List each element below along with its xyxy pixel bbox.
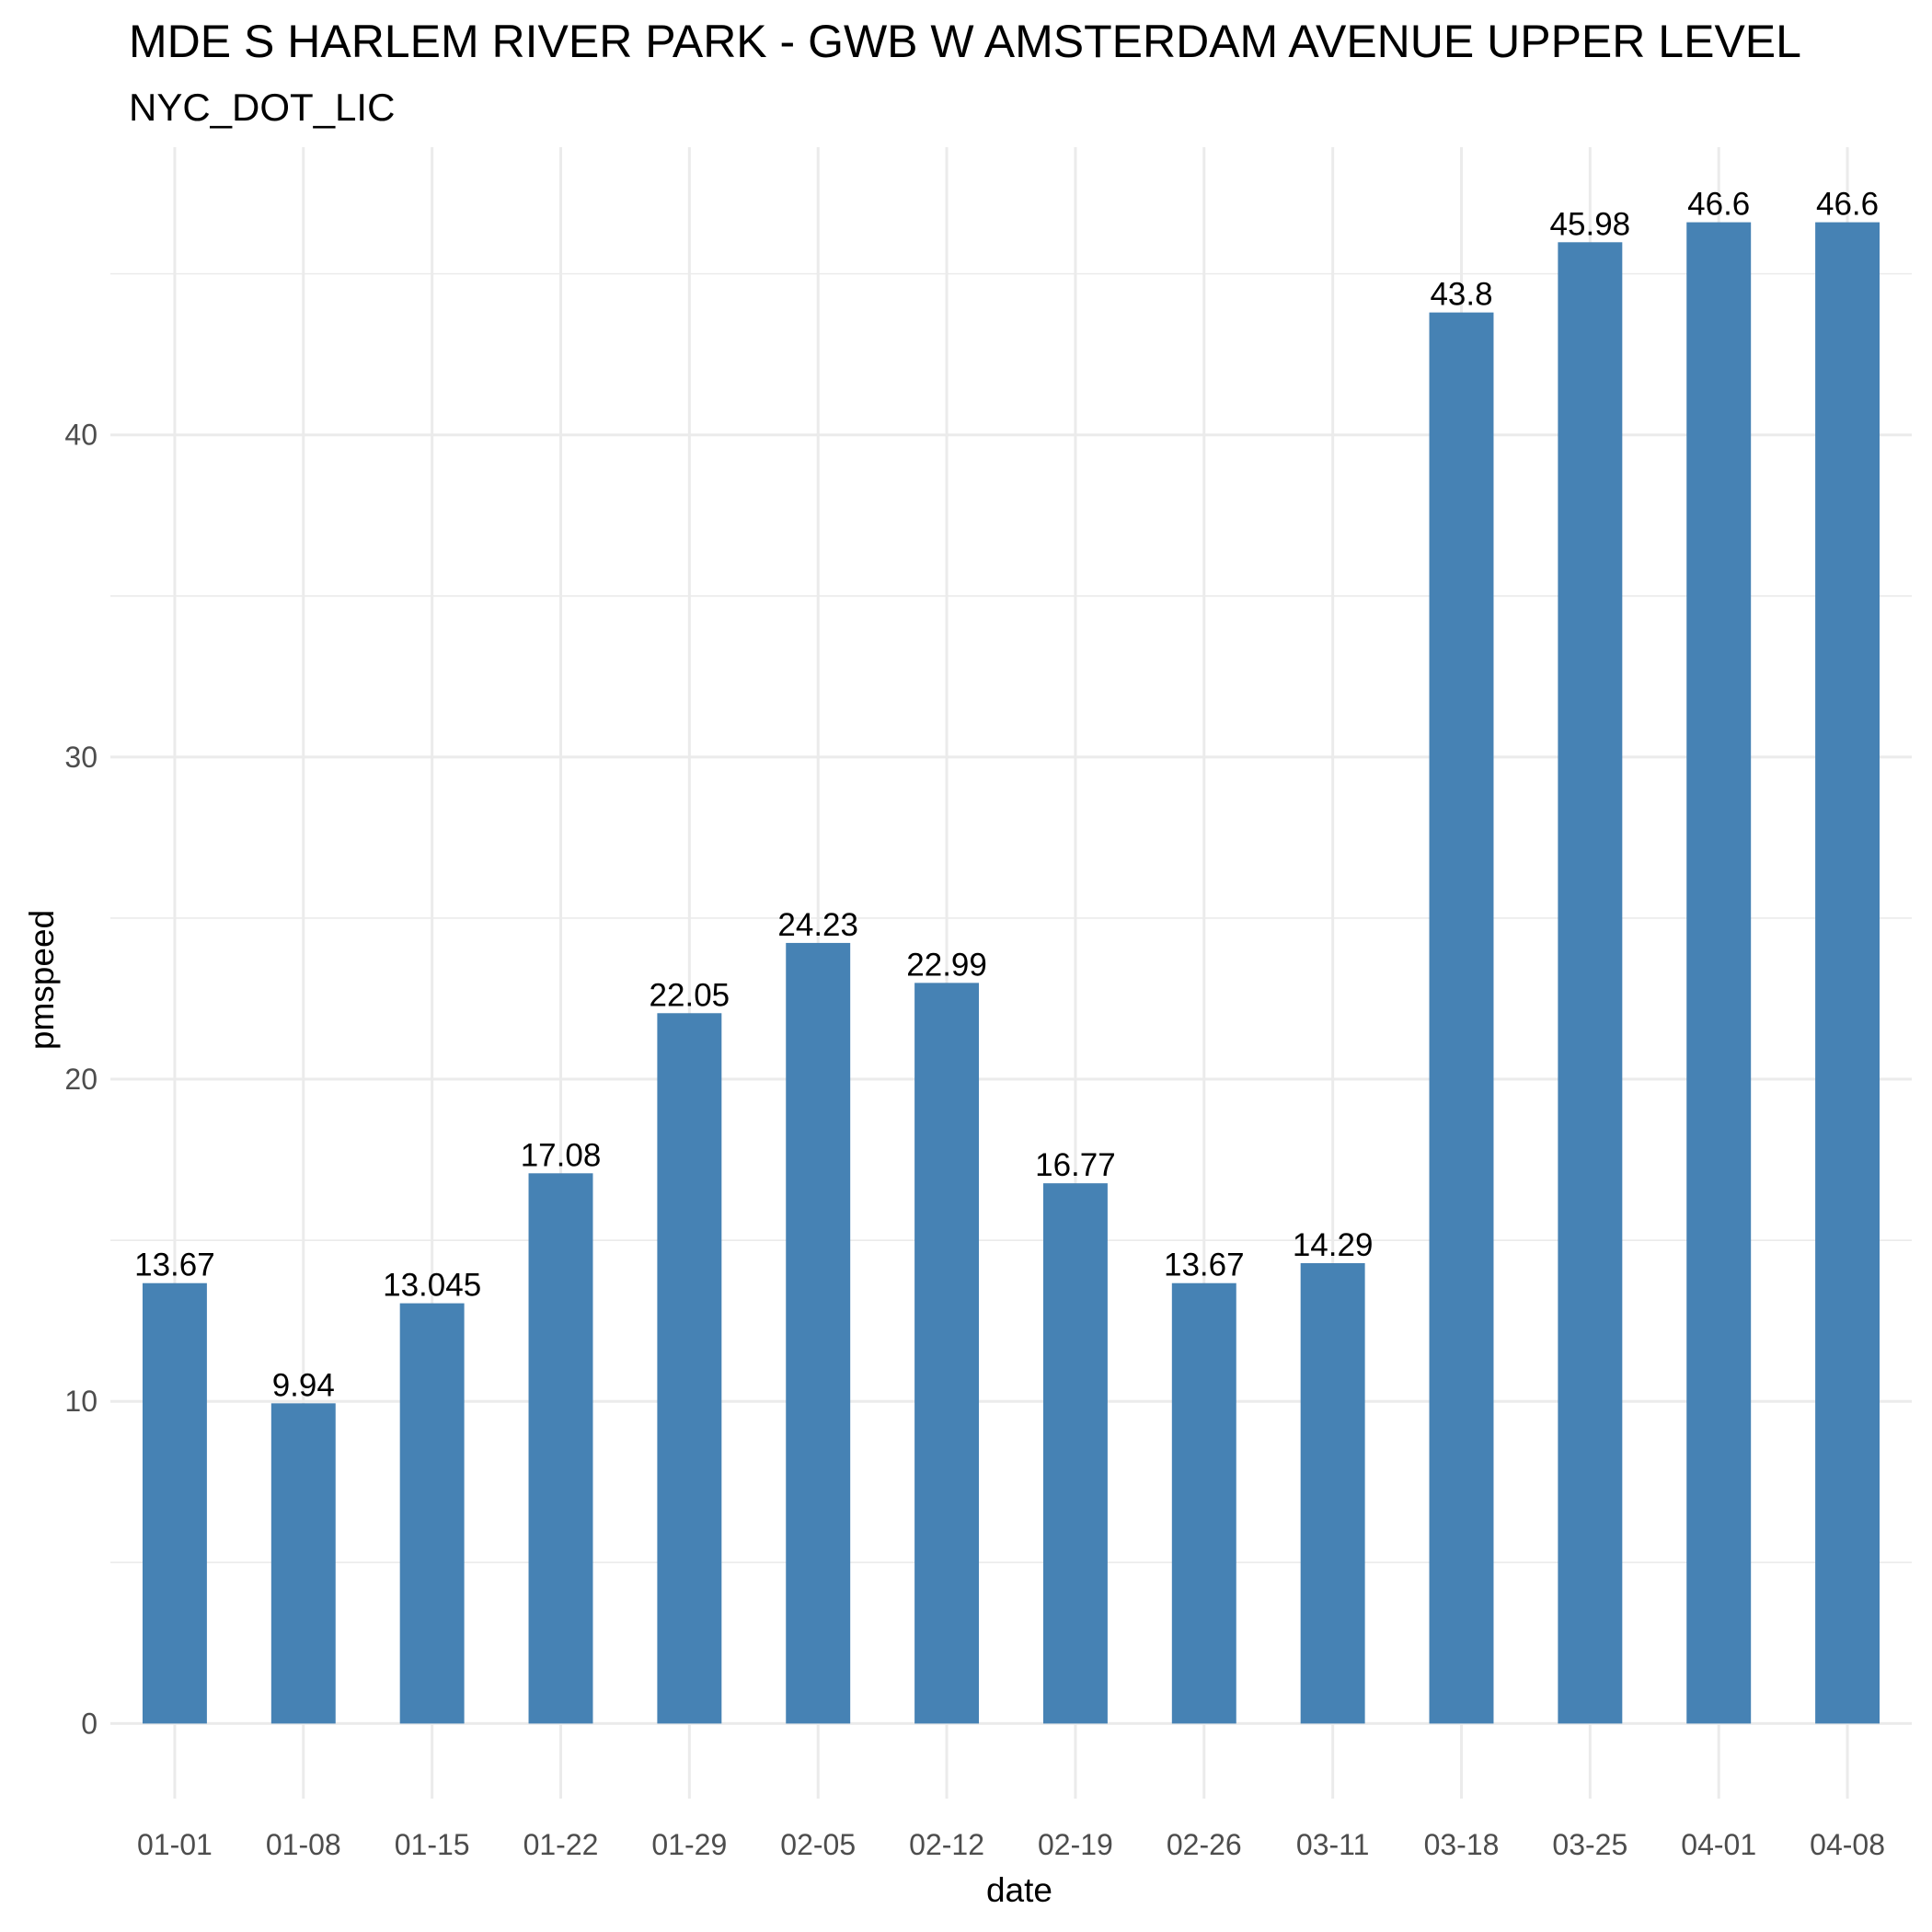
grid [110,147,1912,1799]
bars [142,222,1880,1724]
bar-03-25 [1558,242,1623,1724]
data-label-01-01: 13.67 [134,1248,215,1283]
data-label-01-15: 13.045 [383,1268,481,1304]
data-label-02-26: 13.67 [1164,1248,1245,1283]
data-label-03-25: 45.98 [1550,206,1631,242]
x-tick-label-03-18: 03-18 [1424,1828,1500,1861]
data-label-04-08: 46.6 [1816,187,1879,223]
data-label-01-08: 9.94 [272,1367,335,1403]
x-tick-label-03-11: 03-11 [1296,1828,1369,1861]
x-axis-tick-labels: 01-01 01-08 01-15 01-22 01-29 02-05 02-12 02-19… [137,1828,1885,1861]
x-tick-label-04-08: 04-08 [1810,1828,1885,1861]
x-tick-label-01-22: 01-22 [523,1828,599,1861]
x-tick-label-04-01: 04-01 [1681,1828,1756,1861]
data-label-03-18: 43.8 [1430,277,1492,313]
bar-02-12 [914,983,980,1724]
y-tick-label: 10 [64,1385,98,1418]
x-axis-title: date [986,1871,1052,1909]
data-label-02-05: 24.23 [777,907,858,943]
x-tick-label-02-26: 02-26 [1167,1828,1242,1861]
bar-01-22 [528,1173,593,1724]
x-tick-label-02-19: 02-19 [1038,1828,1113,1861]
x-tick-label-01-15: 01-15 [395,1828,470,1861]
bar-03-18 [1429,312,1494,1724]
x-tick-label-02-05: 02-05 [780,1828,856,1861]
x-tick-label-01-29: 01-29 [651,1828,727,1861]
bar-04-01 [1686,222,1752,1724]
chart-title: MDE S HARLEM RIVER PARK - GWB W AMSTERDA… [129,16,1801,67]
data-labels: 13.67 9.94 13.045 17.08 22.05 24.23 22.99 16.77… [134,187,1879,1404]
x-tick-label-02-12: 02-12 [909,1828,984,1861]
data-label-01-29: 22.05 [650,977,730,1013]
bar-01-01 [142,1282,207,1724]
x-tick-label-03-25: 03-25 [1552,1828,1627,1861]
bar-04-08 [1815,222,1880,1724]
bar-02-05 [786,942,851,1724]
x-tick-label-01-08: 01-08 [266,1828,341,1861]
bar-01-15 [399,1303,465,1724]
chart-subtitle: NYC_DOT_LIC [129,86,395,129]
data-label-02-19: 16.77 [1035,1147,1116,1183]
y-tick-label: 30 [64,741,98,774]
y-tick-label: 0 [81,1707,98,1740]
data-label-04-01: 46.6 [1687,187,1750,223]
data-label-03-11: 14.29 [1293,1227,1374,1263]
bar-01-29 [657,1013,722,1724]
y-tick-label: 20 [64,1063,98,1096]
x-tick-label-01-01: 01-01 [137,1828,213,1861]
y-tick-label: 40 [64,419,98,452]
y-axis-tick-labels: 0 10 20 30 40 [64,419,98,1741]
bar-02-26 [1171,1282,1236,1724]
data-label-01-22: 17.08 [521,1137,602,1173]
y-axis-title: pmspeed [23,910,61,1050]
bar-01-08 [270,1403,336,1724]
bar-03-11 [1300,1263,1365,1724]
data-label-02-12: 22.99 [906,947,987,983]
bar-02-19 [1042,1183,1108,1724]
